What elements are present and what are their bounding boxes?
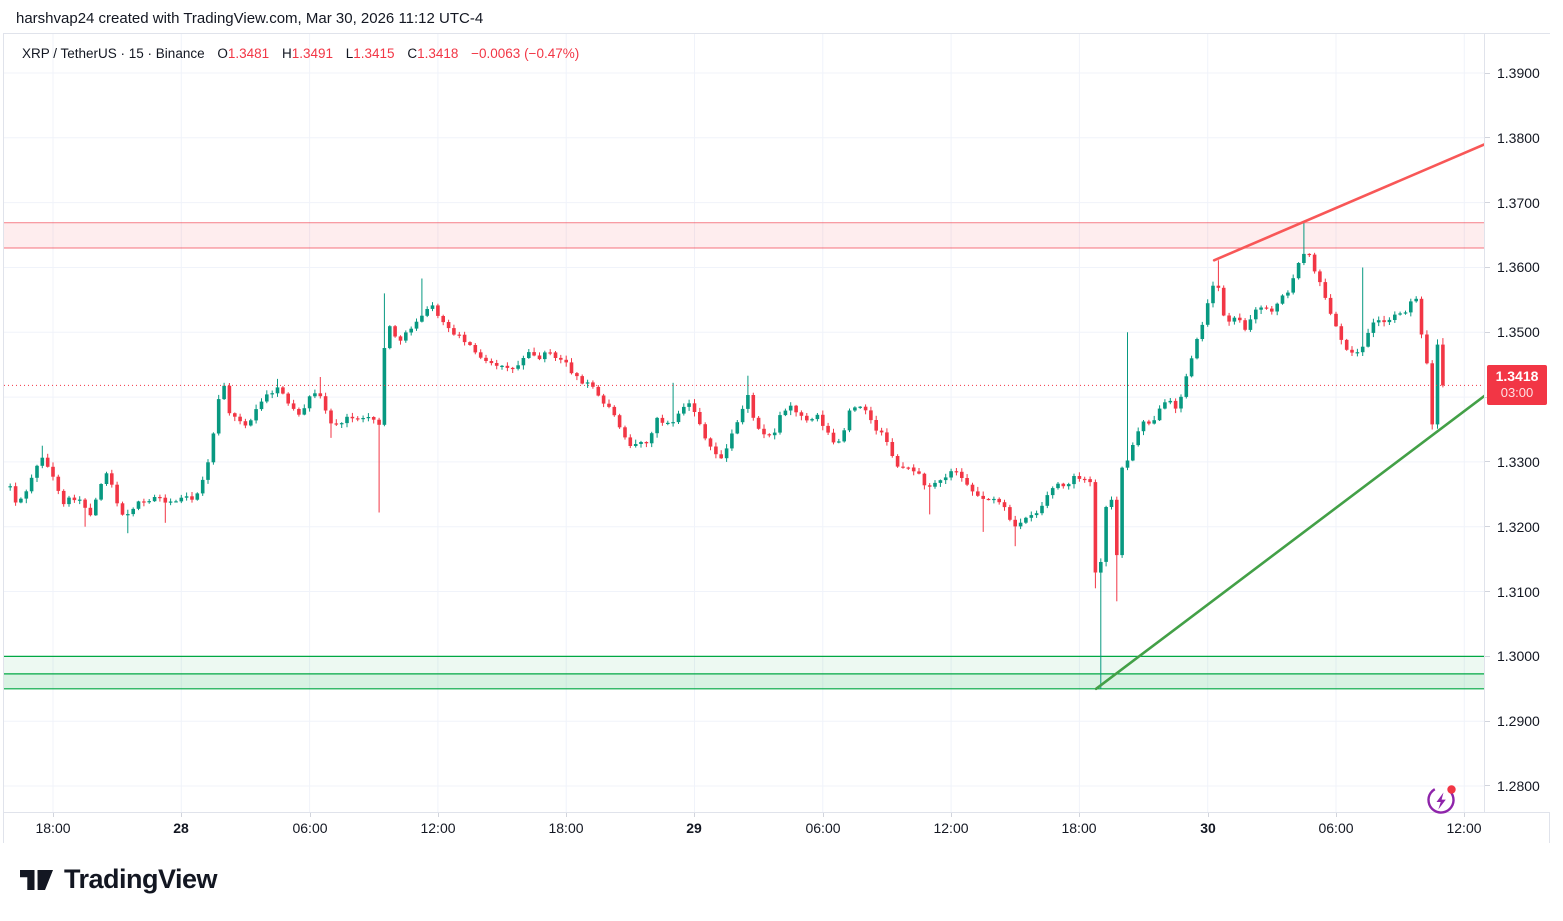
time-tick-label: 12:00 — [1446, 820, 1482, 836]
price-tick-label: 1.3200 — [1497, 519, 1540, 535]
support-zone[interactable] — [4, 655, 1484, 690]
close-value: 1.3418 — [417, 46, 459, 61]
time-tick-mark — [310, 813, 311, 817]
tradingview-logo[interactable]: TradingView — [20, 864, 218, 895]
time-tick-mark — [53, 813, 54, 817]
time-tick-mark — [1079, 813, 1080, 817]
symbol-legend[interactable]: XRP / TetherUS · 15 · Binance O1.3481 H1… — [22, 46, 579, 61]
bar-countdown: 03:00 — [1500, 385, 1534, 400]
price-tick-mark — [1485, 137, 1490, 138]
time-tick-label: 06:00 — [1318, 820, 1354, 836]
price-tick-label: 1.3600 — [1497, 259, 1540, 275]
time-tick-mark — [823, 813, 824, 817]
time-tick-label: 12:00 — [420, 820, 456, 836]
time-tick-mark — [181, 813, 182, 817]
price-tick-mark — [1485, 332, 1490, 333]
tradingview-logo-mark — [20, 870, 53, 890]
time-tick-label: 30 — [1200, 820, 1216, 836]
time-axis[interactable]: 18:00 28 06:00 12:00 18:00 29 06:00 12:00 18:00 3… — [4, 812, 1549, 844]
price-tick-label: 1.3500 — [1497, 324, 1540, 340]
low-value: 1.3415 — [353, 46, 395, 61]
candlestick-chart[interactable] — [4, 34, 1484, 812]
time-tick-label: 18:00 — [35, 820, 71, 836]
change-value: −0.0063 (−0.47%) — [471, 46, 580, 61]
symbol-title[interactable]: XRP / TetherUS · 15 · Binance — [22, 46, 205, 61]
chart-pane[interactable]: XRP / TetherUS · 15 · Binance O1.3481 H1… — [4, 34, 1484, 812]
time-tick-label: 18:00 — [1061, 820, 1097, 836]
price-tick-mark — [1485, 73, 1490, 74]
low-label: L — [345, 46, 354, 61]
price-tick-mark — [1485, 202, 1490, 203]
time-tick-label: 06:00 — [805, 820, 841, 836]
price-axis[interactable]: 1.3418 03:00 1.3900 1.3800 1.3700 1.3600 1.3… — [1484, 34, 1551, 812]
tradingview-logo-text: TradingView — [64, 864, 218, 894]
last-price-value: 1.3418 — [1495, 368, 1539, 384]
price-tick-label: 1.3900 — [1497, 65, 1540, 81]
time-tick-label: 29 — [686, 820, 702, 836]
attribution-text: harshvap24 created with TradingView.com,… — [16, 10, 484, 27]
time-tick-mark — [1336, 813, 1337, 817]
price-tick-mark — [1485, 785, 1490, 786]
resistance-zone[interactable] — [4, 222, 1484, 249]
time-tick-mark — [566, 813, 567, 817]
price-tick-mark — [1485, 267, 1490, 268]
open-value: 1.3481 — [227, 46, 270, 61]
open-label: O — [217, 46, 228, 61]
time-tick-mark — [951, 813, 952, 817]
chart-frame: XRP / TetherUS · 15 · Binance O1.3481 H1… — [3, 33, 1551, 844]
price-tick-label: 1.3800 — [1497, 130, 1540, 146]
time-tick-label: 18:00 — [548, 820, 584, 836]
price-tick-label: 1.2900 — [1497, 713, 1540, 729]
time-tick-label: 28 — [173, 820, 189, 836]
close-label: C — [407, 46, 418, 61]
flash-icon[interactable] — [1423, 780, 1459, 816]
price-tick-label: 1.3100 — [1497, 584, 1540, 600]
price-tick-label: 1.3000 — [1497, 648, 1540, 664]
high-label: H — [281, 46, 292, 61]
price-tick-label: 1.3300 — [1497, 454, 1540, 470]
grid — [4, 34, 1484, 812]
time-tick-label: 12:00 — [933, 820, 969, 836]
price-tick-mark — [1485, 656, 1490, 657]
time-tick-label: 06:00 — [292, 820, 328, 836]
price-tick-mark — [1485, 461, 1490, 462]
price-tick-mark — [1485, 591, 1490, 592]
price-tick-label: 1.3700 — [1497, 195, 1540, 211]
price-tick-mark — [1485, 721, 1490, 722]
time-tick-mark — [1464, 813, 1465, 817]
price-tick-mark — [1485, 526, 1490, 527]
time-tick-mark — [694, 813, 695, 817]
trendlines[interactable] — [1094, 143, 1484, 691]
time-tick-mark — [438, 813, 439, 817]
time-tick-mark — [1208, 813, 1209, 817]
candles — [8, 222, 1445, 689]
high-value: 1.3491 — [291, 46, 333, 61]
price-tick-label: 1.2800 — [1497, 778, 1540, 794]
last-price-badge: 1.3418 03:00 — [1487, 365, 1547, 405]
